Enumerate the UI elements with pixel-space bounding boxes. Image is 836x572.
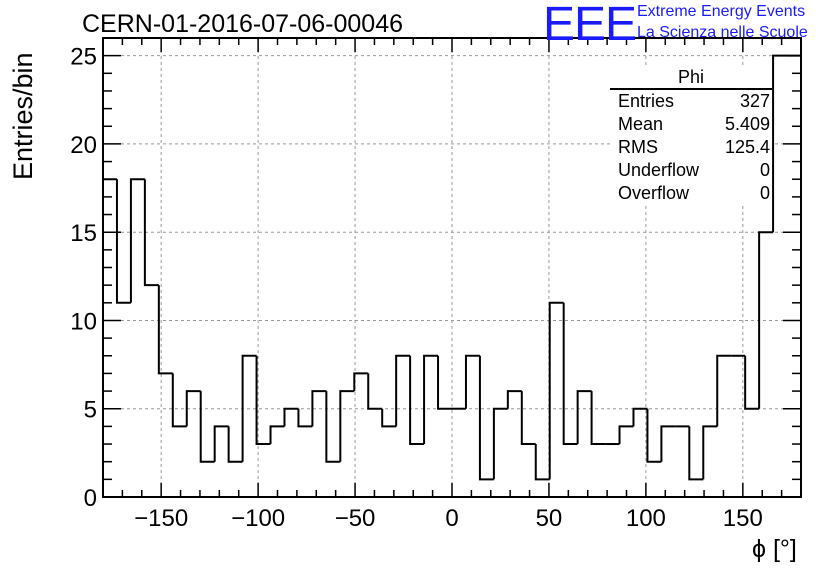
stats-row-rms: RMS 125.4 (610, 136, 772, 159)
y-tick-label: 15 (70, 220, 97, 247)
y-tick-label: 10 (70, 308, 97, 335)
y-tick-label: 20 (70, 132, 97, 159)
histogram-bin (688, 426, 704, 481)
histogram-bin (632, 407, 648, 427)
stats-row-entries: Entries 327 (610, 90, 772, 113)
x-tick-label: 50 (536, 505, 563, 532)
histogram-bin (185, 390, 201, 427)
histogram-bin (548, 301, 564, 480)
histogram-bin (716, 354, 732, 427)
y-axis-title: Entries/bin (8, 52, 38, 180)
histogram-bin (492, 407, 508, 480)
stats-label: Entries (618, 91, 675, 111)
plot-frame (102, 37, 802, 498)
x-axis-title: ϕ [°] (752, 535, 797, 563)
histogram-bin (395, 354, 411, 427)
histogram-bin (520, 391, 536, 446)
stats-value: 0 (759, 183, 770, 203)
histogram-bin (478, 355, 494, 481)
stats-label: Mean (618, 114, 664, 134)
stats-row-mean: Mean 5.409 (610, 113, 772, 136)
histogram-bin (437, 355, 452, 410)
stats-label: Underflow (618, 160, 700, 180)
histogram-bin (562, 302, 578, 446)
histogram-bin (744, 355, 760, 410)
histogram-bin (311, 390, 327, 427)
histogram-bin (506, 390, 522, 409)
stats-value: 327 (739, 91, 770, 111)
histogram-bin (129, 178, 145, 303)
histogram-bin (646, 408, 662, 463)
histogram-bin (241, 354, 257, 462)
histogram-bin (367, 373, 383, 410)
x-tick-label: −50 (335, 505, 376, 532)
stats-value: 5.409 (724, 114, 770, 134)
x-tick-label: −100 (231, 505, 285, 532)
histogram-bin (227, 426, 243, 463)
logo-line-1: Extreme Energy Events (637, 3, 806, 20)
histogram-bin (269, 425, 285, 445)
histogram-bin (772, 54, 788, 233)
histogram-bin (758, 231, 774, 409)
logo-line-2: La Scienza nelle Scuole (637, 24, 808, 41)
axis-ticks (103, 38, 801, 497)
histogram-bin (576, 390, 592, 445)
stats-label: Overflow (618, 183, 690, 203)
stats-value: 125.4 (724, 137, 770, 157)
histogram-bin (339, 390, 355, 462)
stats-label: RMS (618, 137, 658, 157)
stats-box: Phi Entries 327 Mean 5.409 RMS 125.4 Und… (610, 66, 772, 205)
run-title: CERN-01-2016-07-06-00046 (82, 10, 404, 38)
histogram-bin (199, 391, 215, 463)
histogram-bin (283, 407, 299, 427)
histogram-bin (255, 355, 271, 446)
histogram-bin (660, 425, 676, 462)
histogram-bin (534, 444, 550, 481)
histogram-bin (143, 179, 159, 287)
histogram-bin (381, 408, 397, 428)
histogram-bin (423, 354, 439, 445)
histogram-bin (409, 355, 425, 446)
stats-row-underflow: Underflow 0 (610, 159, 772, 182)
x-tick-label: 100 (626, 505, 666, 532)
tick-labels: −150 −100 −50 0 50 100 150 0 5 10 15 20 25 (70, 44, 763, 532)
x-tick-label: 150 (723, 505, 763, 532)
stats-row-overflow: Overflow 0 (610, 182, 772, 205)
histogram-bin (353, 372, 369, 392)
stats-value: 0 (759, 160, 770, 180)
y-tick-label: 0 (84, 485, 97, 512)
histogram-bin (213, 425, 229, 462)
histogram-bin (157, 285, 173, 375)
histogram-bin (171, 373, 187, 428)
eee-logo: EEE (543, 0, 637, 51)
x-tick-label: −150 (134, 505, 188, 532)
histogram-bin (702, 425, 718, 480)
histogram-bars (102, 54, 802, 497)
y-tick-label: 25 (70, 44, 97, 71)
grid-lines (103, 38, 801, 497)
stats-title: Phi (610, 66, 772, 90)
histogram-bin (590, 391, 606, 446)
histogram-bin (464, 354, 480, 409)
histogram-bin (297, 408, 313, 428)
x-tick-label: 0 (445, 505, 458, 532)
histogram-bin (618, 425, 634, 445)
histogram-bin (325, 391, 341, 463)
y-tick-label: 5 (84, 397, 97, 424)
histogram-bin (115, 179, 131, 304)
